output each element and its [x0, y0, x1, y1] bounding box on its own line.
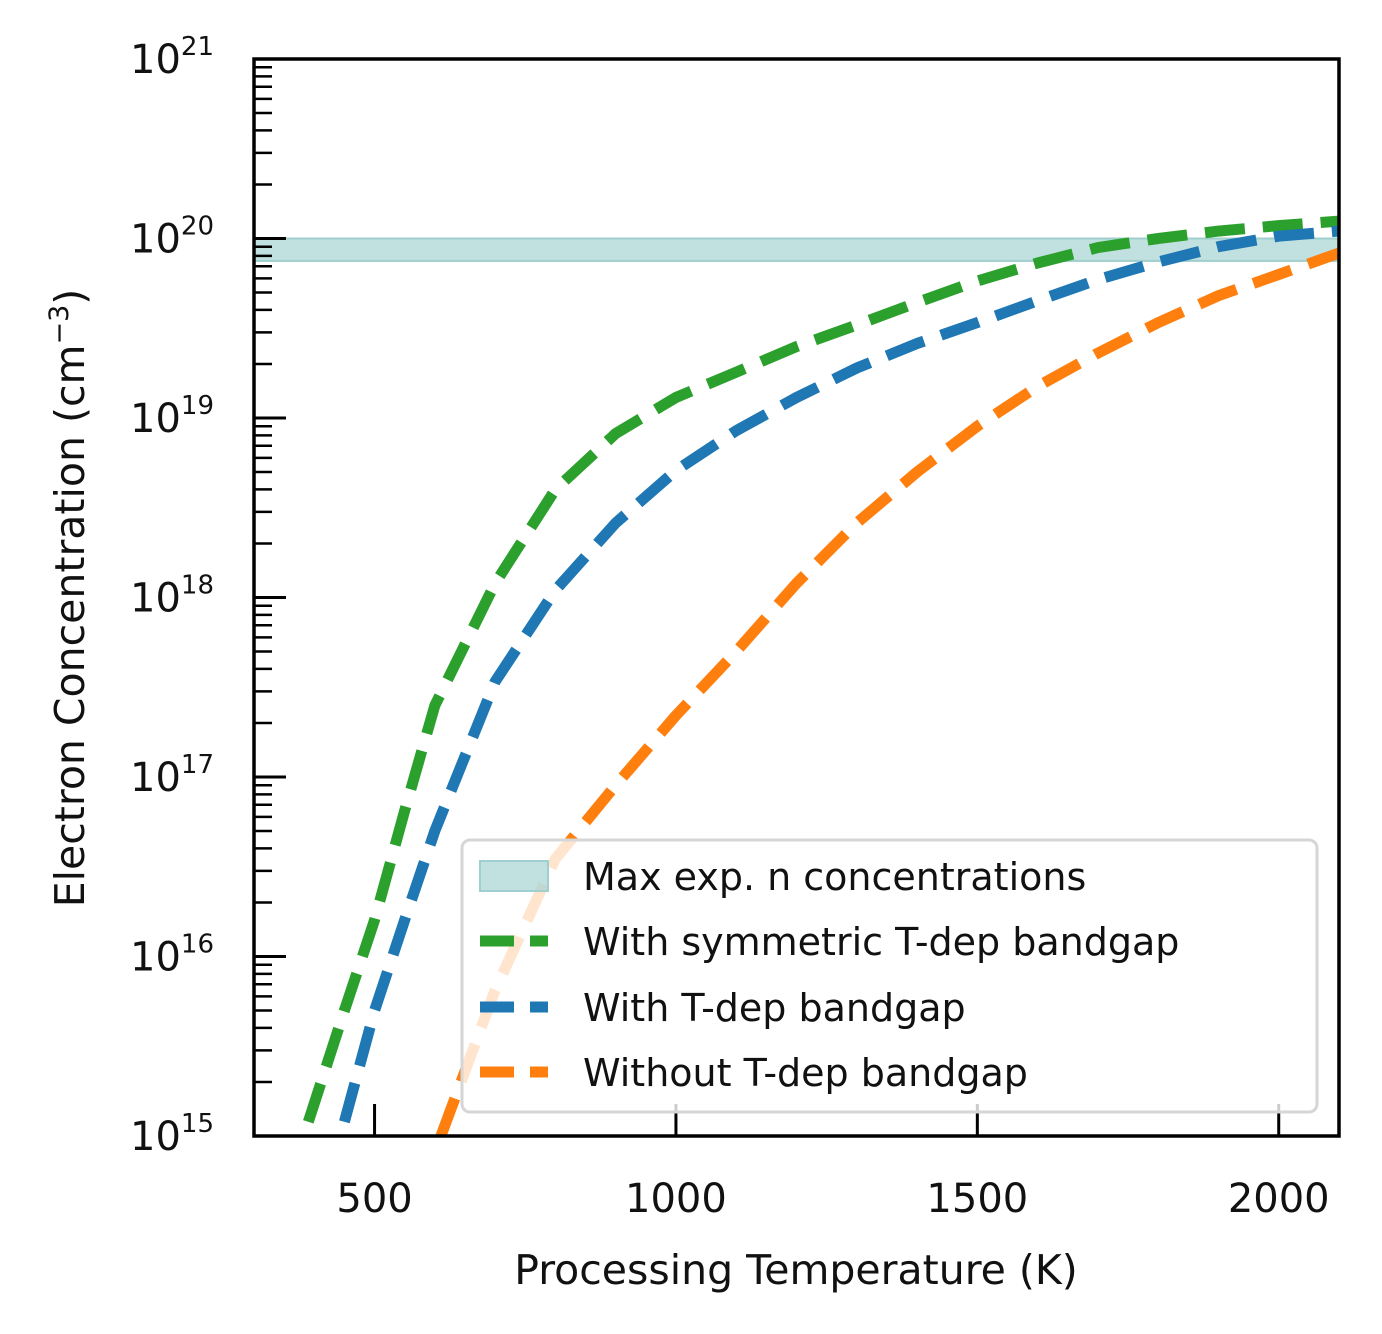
legend-entry-series-2: Without T-dep bandgap	[480, 1051, 1028, 1095]
x-tick-labels: 500 1000 1500 2000	[336, 1176, 1329, 1222]
x-tick-label: 1500	[926, 1176, 1028, 1222]
legend-swatch-band	[479, 860, 549, 892]
y-tick-base: 10	[130, 935, 181, 981]
series-layer	[303, 215, 1339, 1136]
legend-box	[460, 838, 1319, 1114]
x-tick-label: 2000	[1228, 1176, 1330, 1222]
series-line-2	[435, 247, 1339, 1136]
y-tick-base: 10	[130, 755, 181, 801]
y-axis-title-main: Electron Concentration (cm	[46, 345, 94, 908]
plot-area	[252, 57, 1341, 1138]
x-tick-label: 500	[336, 1176, 412, 1222]
y-tick-exponent: 15	[181, 1109, 214, 1139]
legend-entry-series-1: With T-dep bandgap	[480, 986, 966, 1030]
y-tick-exponent: 18	[181, 571, 214, 601]
y-tick-base: 10	[130, 217, 181, 263]
y-tick-label: 1021	[130, 32, 214, 83]
x-axis-title: Processing Temperature (K)	[514, 1246, 1078, 1294]
x-tick-label: 1000	[625, 1176, 727, 1222]
legend-label-series-2: Without T-dep bandgap	[583, 1051, 1028, 1095]
y-tick-base: 10	[130, 396, 181, 442]
legend-entry-band: Max exp. n concentrations	[479, 855, 1086, 899]
legend-entry-series-0: With symmetric T-dep bandgap	[480, 920, 1179, 964]
legend-label-series-0: With symmetric T-dep bandgap	[583, 920, 1179, 964]
y-tick-base: 10	[130, 576, 181, 622]
y-tick-label: 1017	[130, 750, 214, 801]
y-tick-label: 1018	[130, 571, 214, 622]
y-tick-base: 10	[130, 37, 181, 83]
legend-label-series-1: With T-dep bandgap	[583, 986, 966, 1030]
y-tick-exponent: 16	[181, 930, 214, 960]
legend: Max exp. n concentrations With symmetric…	[460, 838, 1319, 1114]
legend-label-band: Max exp. n concentrations	[583, 855, 1086, 899]
y-axis-title-suffix: )	[46, 289, 94, 305]
y-tick-exponent: 21	[181, 32, 214, 62]
y-tick-label: 1015	[130, 1109, 214, 1160]
y-tick-label: 1019	[130, 391, 214, 442]
y-tick-exponent: 17	[181, 750, 214, 780]
y-tick-label: 1020	[130, 212, 214, 263]
y-axis-title-sup: −3	[44, 305, 75, 345]
y-axis-title: Electron Concentration (cm−3)	[44, 289, 94, 908]
y-tick-exponent: 19	[181, 391, 214, 421]
y-tick-base: 10	[130, 1114, 181, 1160]
y-tick-label: 1016	[130, 930, 214, 981]
series-line-0	[303, 215, 1339, 1124]
plot-frame	[252, 57, 1341, 1138]
series-line-1	[339, 225, 1339, 1124]
y-tick-exponent: 20	[181, 212, 214, 242]
